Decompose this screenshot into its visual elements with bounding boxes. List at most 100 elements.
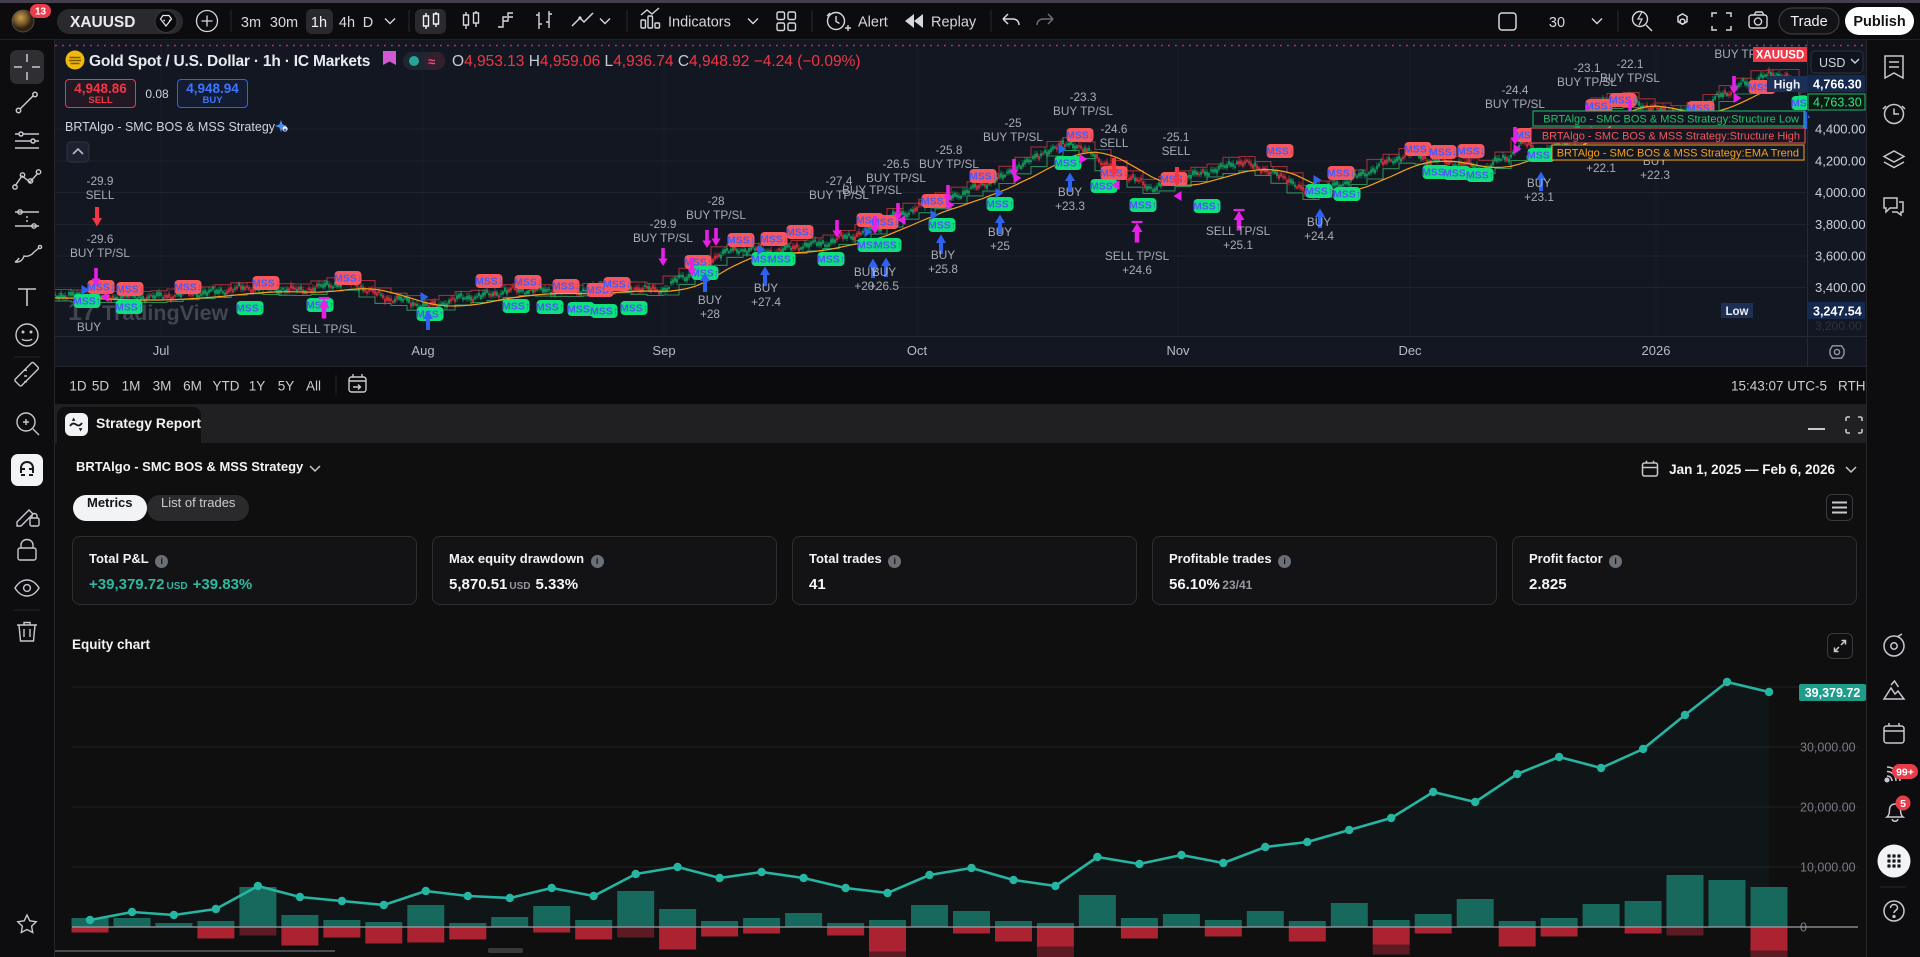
svg-text:MSS↓: MSS↓ (969, 171, 997, 183)
svg-text:-24.6: -24.6 (1101, 122, 1128, 136)
svg-text:YTD: YTD (213, 379, 240, 394)
svg-text:BUY TP/SL: BUY TP/SL (686, 208, 746, 222)
svg-text:-29.9: -29.9 (650, 217, 677, 231)
svg-text:-27.4: -27.4 (826, 174, 853, 188)
svg-text:5Y: 5Y (278, 379, 295, 394)
svg-text:Nov: Nov (1166, 343, 1190, 358)
svg-text:+24.6: +24.6 (1122, 263, 1152, 277)
svg-text:MSS↓: MSS↓ (174, 282, 202, 294)
svg-text:MSS↓: MSS↓ (727, 235, 755, 247)
svg-text:13: 13 (35, 7, 47, 18)
svg-text:BRTAlgo - SMC BOS & MSS Strate: BRTAlgo - SMC BOS & MSS Strategy:Structu… (1543, 114, 1799, 126)
svg-text:MSS↓: MSS↓ (116, 284, 144, 296)
svg-text:-29.9: -29.9 (87, 174, 114, 188)
svg-text:MSS↓: MSS↓ (921, 196, 949, 208)
svg-text:-24.4: -24.4 (1502, 83, 1529, 97)
svg-text:BUY: BUY (1058, 185, 1082, 199)
svg-text:-22.1: -22.1 (1617, 57, 1644, 71)
svg-text:MSS↓: MSS↓ (603, 279, 631, 291)
svg-text:-26.5: -26.5 (883, 157, 910, 171)
svg-text:+25: +25 (990, 239, 1010, 253)
svg-text:MSS↓: MSS↓ (1066, 130, 1094, 142)
svg-text:MSS↑: MSS↑ (115, 302, 143, 314)
svg-text:BUY: BUY (1527, 176, 1551, 190)
svg-text:BUY TP/SL: BUY TP/SL (1557, 75, 1617, 89)
svg-text:+25.1: +25.1 (1223, 238, 1253, 252)
svg-text:SELL: SELL (86, 188, 115, 202)
svg-text:3,600.00: 3,600.00 (1815, 249, 1866, 264)
svg-text:BUY: BUY (698, 293, 722, 307)
svg-text:3,247.54: 3,247.54 (1813, 305, 1862, 319)
svg-text:-23.3: -23.3 (1070, 90, 1097, 104)
svg-text:MSS↓: MSS↓ (1429, 147, 1457, 159)
svg-text:BUY: BUY (872, 265, 896, 279)
svg-text:MSS↓: MSS↓ (87, 282, 115, 294)
svg-text:+22.3: +22.3 (1640, 168, 1670, 182)
svg-text:All: All (306, 379, 321, 394)
svg-text:D: D (363, 15, 373, 31)
svg-text:MSS↑: MSS↑ (928, 220, 956, 232)
svg-text:4,000.00: 4,000.00 (1815, 185, 1866, 200)
svg-text:MSS↑: MSS↑ (1443, 168, 1471, 180)
svg-text:MSS↓: MSS↓ (871, 217, 899, 229)
svg-text:MSS↓: MSS↓ (1585, 101, 1613, 113)
svg-text:MSS↓: MSS↓ (514, 277, 542, 289)
svg-text:15:43:07 UTC-5: 15:43:07 UTC-5 (1731, 379, 1827, 394)
svg-text:+23.1: +23.1 (1524, 190, 1554, 204)
svg-text:MSS↓: MSS↓ (1457, 146, 1485, 158)
svg-text:Oct: Oct (907, 343, 928, 358)
svg-text:+25.8: +25.8 (928, 262, 958, 276)
svg-text:20,000.00: 20,000.00 (1800, 801, 1856, 815)
svg-text:BUY TP/SL: BUY TP/SL (866, 171, 926, 185)
svg-text:3m: 3m (241, 15, 261, 31)
svg-text:High: High (1774, 78, 1801, 92)
svg-text:10,000.00: 10,000.00 (1800, 861, 1856, 875)
svg-text:SELL TP/SL: SELL TP/SL (1206, 224, 1271, 238)
svg-text:3,800.00: 3,800.00 (1815, 217, 1866, 232)
svg-text:BRTAlgo - SMC BOS & MSS Strate: BRTAlgo - SMC BOS & MSS Strategy (65, 120, 276, 134)
svg-text:BUY TP/SL: BUY TP/SL (809, 188, 869, 202)
svg-text:MSS↑: MSS↑ (536, 302, 564, 314)
svg-text:MSS↑: MSS↑ (567, 304, 595, 316)
svg-text:MSS↑: MSS↑ (768, 254, 796, 266)
svg-text:MSS↓: MSS↓ (552, 281, 580, 293)
svg-text:BUY TP/SL: BUY TP/SL (983, 130, 1043, 144)
svg-text:-25: -25 (1004, 116, 1021, 130)
svg-text:BUY: BUY (854, 265, 878, 279)
svg-text:+22.1: +22.1 (1586, 161, 1616, 175)
svg-text:BUY TP/SL: BUY TP/SL (1053, 104, 1113, 118)
svg-text:+26.5: +26.5 (869, 279, 899, 293)
svg-text:MSS↓: MSS↓ (1609, 95, 1637, 107)
svg-text:MSS↑: MSS↑ (874, 240, 902, 252)
svg-text:MSS↑: MSS↑ (1305, 186, 1333, 198)
svg-text:SELL: SELL (1100, 136, 1129, 150)
svg-text:MSS↑: MSS↑ (1129, 200, 1157, 212)
svg-text:Publish: Publish (1853, 14, 1905, 30)
svg-text:39,379.72: 39,379.72 (1805, 686, 1861, 700)
svg-text:BUY TP/SL: BUY TP/SL (1485, 97, 1545, 111)
svg-text:5D: 5D (92, 379, 110, 394)
svg-text:MSS↑: MSS↑ (986, 199, 1014, 211)
svg-text:-29.6: -29.6 (87, 232, 114, 246)
svg-text:4,400.00: 4,400.00 (1815, 122, 1866, 137)
svg-text:3,200.00: 3,200.00 (1815, 319, 1862, 333)
svg-text:Replay: Replay (931, 15, 977, 31)
svg-text:+27.4: +27.4 (751, 295, 781, 309)
svg-text:30m: 30m (270, 15, 298, 31)
svg-text:XAUUSD: XAUUSD (70, 14, 135, 31)
svg-text:BUY TP/SL: BUY TP/SL (633, 231, 693, 245)
svg-text:MSS↑: MSS↑ (590, 306, 618, 318)
svg-text:5: 5 (1900, 798, 1906, 810)
svg-text:+23.3: +23.3 (1055, 199, 1085, 213)
svg-text:6M: 6M (183, 379, 202, 394)
svg-text:SELL TP/SL: SELL TP/SL (292, 322, 357, 336)
svg-text:4,766.30: 4,766.30 (1813, 78, 1862, 92)
svg-text:Jul: Jul (153, 343, 170, 358)
svg-text:BUY: BUY (1307, 215, 1331, 229)
svg-text:BRTAlgo - SMC BOS & MSS Strate: BRTAlgo - SMC BOS & MSS Strategy:Structu… (1542, 131, 1800, 143)
svg-text:-25.8: -25.8 (936, 143, 963, 157)
svg-text:MSS↑: MSS↑ (1466, 170, 1494, 182)
svg-text:30,000.00: 30,000.00 (1800, 741, 1856, 755)
svg-text:MSS↑: MSS↑ (620, 303, 648, 315)
svg-text:BUY TP/SL: BUY TP/SL (919, 157, 979, 171)
